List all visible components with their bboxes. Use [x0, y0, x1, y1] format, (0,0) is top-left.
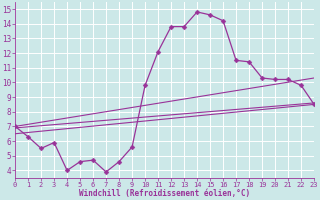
X-axis label: Windchill (Refroidissement éolien,°C): Windchill (Refroidissement éolien,°C): [79, 189, 250, 198]
